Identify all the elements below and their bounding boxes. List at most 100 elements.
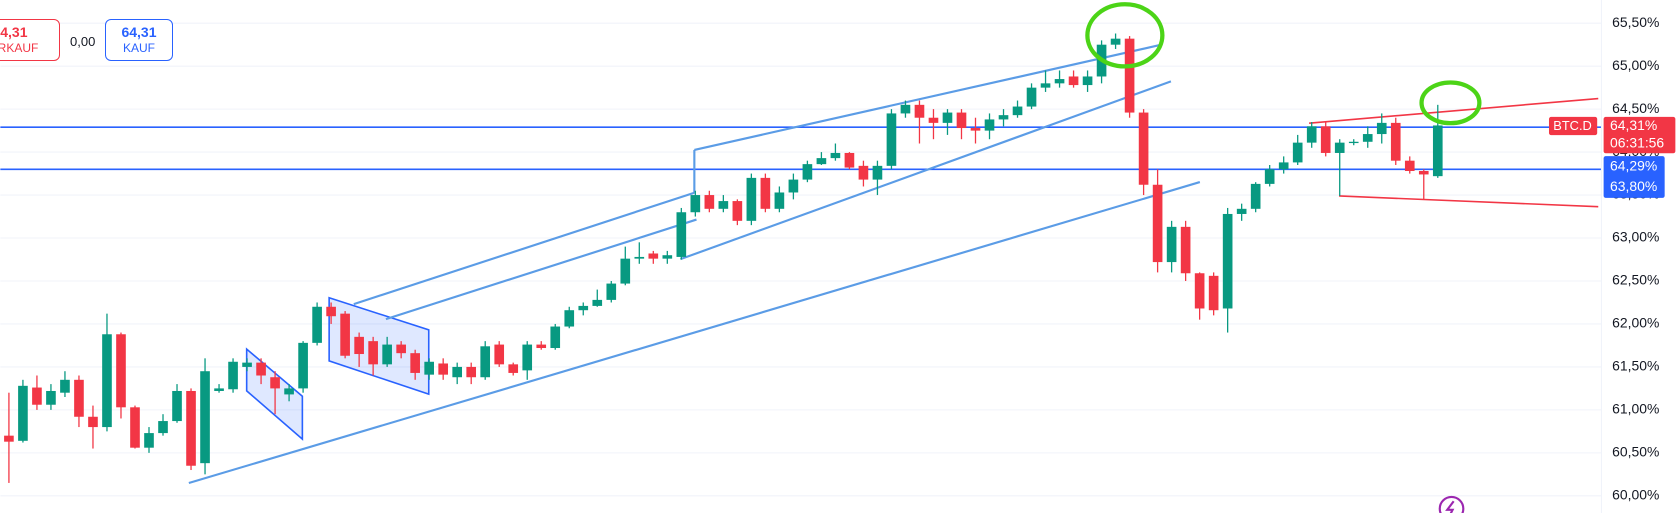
sell-label: VERKAUF: [0, 41, 39, 55]
candle-body: [998, 115, 1009, 120]
candle-body: [648, 253, 659, 259]
event-icon-bolt: [1445, 500, 1455, 513]
alert-badge-label: 64,29%: [1610, 157, 1657, 173]
candle-body: [480, 346, 491, 378]
candle-body: [186, 390, 196, 466]
candle-body: [1264, 169, 1275, 184]
buy-button[interactable]: 64,31 KAUF: [105, 19, 173, 61]
candle-body: [858, 165, 869, 180]
sell-button[interactable]: 64,31 VERKAUF: [0, 19, 60, 61]
candle-body: [1194, 273, 1205, 309]
candle-body: [228, 361, 238, 390]
trend-line: [680, 80, 1172, 261]
y-tick-label: 63,00%: [1612, 229, 1659, 245]
y-tick-label: 60,50%: [1612, 444, 1659, 460]
candle-body: [1166, 226, 1177, 263]
candle-body: [1152, 184, 1163, 263]
candle-body: [438, 363, 448, 375]
y-tick-label: 61,50%: [1612, 358, 1659, 374]
price-badges: 64,29% 63,80% BTC.D 64,31%06:31:56: [1548, 116, 1676, 198]
flag-pattern: [328, 296, 430, 396]
candle-body: [382, 344, 392, 365]
candle-body: [354, 336, 364, 355]
candle-body: [802, 164, 813, 180]
candle-body: [592, 299, 603, 306]
candle-body: [144, 433, 154, 448]
event-icon[interactable]: [1438, 495, 1465, 513]
candle-body: [578, 305, 589, 311]
candle-body: [1082, 76, 1093, 86]
candle-body: [970, 128, 981, 131]
highlight-circle: [1085, 2, 1165, 69]
candle-body: [452, 366, 463, 378]
candle-body: [1334, 142, 1345, 153]
candle-body: [844, 152, 855, 168]
candle-body: [200, 371, 210, 464]
candle-body: [326, 306, 336, 317]
candle-body: [788, 179, 799, 193]
y-tick-label: 60,00%: [1612, 486, 1659, 502]
candle-body: [564, 310, 575, 327]
candle-body: [494, 344, 505, 365]
candle-body: [508, 364, 519, 373]
candle-body: [18, 385, 28, 441]
symbol-label: BTC.D: [1553, 118, 1592, 133]
candle-body: [130, 407, 140, 448]
candle-body: [816, 158, 827, 165]
countdown: 06:31:56: [1610, 134, 1664, 150]
trend-line: [385, 218, 697, 321]
candle-body: [1236, 208, 1247, 214]
candle-body: [1138, 112, 1149, 185]
candle-body: [984, 119, 995, 131]
candles: [4, 33, 1443, 483]
trend-line: [353, 191, 695, 306]
candle-body: [1040, 83, 1051, 88]
candle-body: [704, 195, 715, 209]
candle-body: [242, 362, 252, 367]
candle-body: [1250, 183, 1261, 209]
candle-body: [1404, 160, 1415, 171]
candle-body: [1124, 38, 1135, 113]
candle-body: [214, 388, 224, 391]
candle-body: [872, 165, 883, 180]
candle-body: [1110, 38, 1121, 45]
candle-body: [4, 435, 14, 442]
candle-body: [1026, 87, 1037, 107]
candle-body: [942, 112, 953, 123]
candle-body: [396, 344, 406, 354]
candle-body: [1012, 106, 1023, 116]
candle-body: [424, 361, 434, 375]
candle-body: [410, 353, 420, 373]
trend-line: [1339, 195, 1599, 208]
last-price-badge: [1603, 116, 1676, 154]
candle-body: [368, 341, 378, 365]
candle-body: [1278, 162, 1289, 170]
y-tick-label: 65,50%: [1612, 14, 1659, 30]
alert-lines: [0, 126, 1602, 171]
candle-body: [256, 362, 266, 376]
candle-body: [914, 104, 925, 118]
highlights: [1085, 2, 1482, 513]
grid: [0, 22, 1602, 497]
candle-body: [956, 112, 967, 129]
y-tick-label: 62,00%: [1612, 315, 1659, 331]
candle-body: [1390, 122, 1401, 161]
candle-body: [60, 379, 70, 393]
buy-price: 64,31: [121, 24, 157, 40]
spread: 0,00: [70, 34, 96, 49]
y-tick-label: 65,00%: [1612, 57, 1659, 73]
y-tick-label: 61,00%: [1612, 401, 1659, 417]
candle-body: [1208, 275, 1219, 311]
candle-body: [158, 421, 168, 434]
candle-body: [1320, 126, 1331, 153]
candle-body: [312, 306, 322, 343]
price-axis: 60,00% 60,50% 61,00% 61,50% 62,00% 62,50% 63,0…: [1600, 0, 1659, 513]
candle-body: [690, 195, 701, 213]
trend-line: [188, 181, 1201, 485]
candle-body: [1306, 126, 1317, 143]
drawings: [188, 43, 1599, 485]
candle-body: [298, 342, 308, 389]
candle-body: [634, 256, 645, 259]
